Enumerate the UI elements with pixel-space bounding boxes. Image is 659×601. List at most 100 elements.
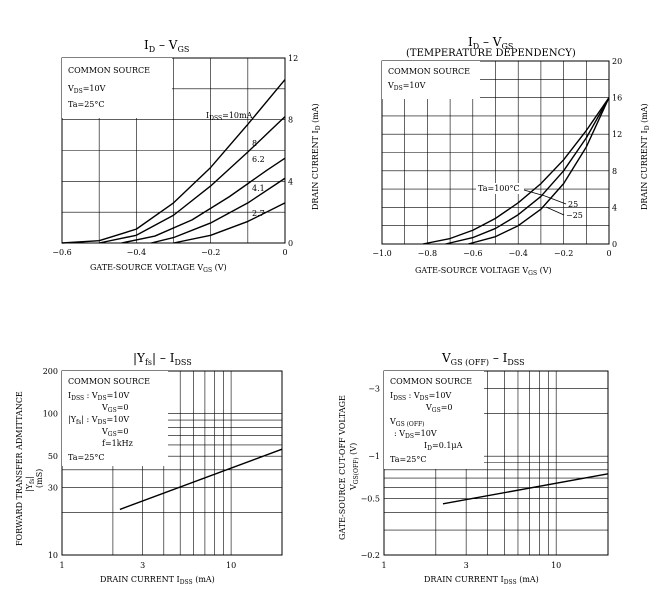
y-axis-title: GATE-SOURCE CUT-OFF VOLTAGE VGS(OFF) (V) bbox=[338, 395, 360, 540]
series-label: 6.2 bbox=[252, 155, 265, 164]
y-tick-label: 4 bbox=[288, 177, 293, 186]
x-tick-label: −0.6 bbox=[463, 249, 482, 258]
chart-title: VGS (OFF) – IDSS bbox=[441, 351, 525, 367]
series-label: Ta=100°C bbox=[478, 184, 520, 193]
x-tick-label: −0.2 bbox=[554, 249, 573, 258]
chart-title-main: VGS (OFF) – IDSS bbox=[441, 351, 525, 367]
x-axis-label: GATE-SOURCE VOLTAGE VGS (V) bbox=[90, 263, 227, 274]
x-axis-title: DRAIN CURRENT IDSS (mA) bbox=[424, 575, 539, 586]
series-labels: Ta=100°C 25 −25 bbox=[476, 183, 583, 220]
condition-line: COMMON SOURCE bbox=[390, 377, 472, 386]
x-axis-label: DRAIN CURRENT IDSS (mA) bbox=[424, 575, 539, 586]
series-line bbox=[119, 448, 283, 511]
series-line bbox=[151, 177, 286, 244]
condition-line: VGS (OFF) bbox=[389, 417, 425, 428]
series-labels: IDSS=10mA 8 6.2 4.1 2.7 bbox=[206, 111, 265, 218]
y-axis-title: DRAIN CURRENT ID (mA) bbox=[640, 103, 651, 210]
condition-line: : VDS=10V bbox=[394, 429, 437, 440]
x-tick-label: −0.2 bbox=[201, 248, 220, 257]
series-label: 2.7 bbox=[252, 209, 265, 218]
y-axis-title: FORWARD TRANSFER ADMITTANCE |Yfs| (mS) bbox=[15, 391, 44, 546]
x-tick-label: 0 bbox=[282, 248, 287, 257]
condition-line: IDSS : VDS=10V bbox=[390, 391, 451, 402]
y-axis-label: |Yfs| bbox=[25, 476, 36, 492]
x-tick-label: 0 bbox=[606, 249, 611, 258]
conditions-box: COMMON SOURCE IDSS : VDS=10V VGS=0 VGS (… bbox=[384, 371, 484, 469]
series-label: IDSS=10mA bbox=[206, 111, 253, 122]
y-tick-label: 30 bbox=[48, 484, 58, 493]
y-tick-label: 10 bbox=[48, 551, 58, 560]
condition-line: f=1kHz bbox=[102, 439, 133, 448]
condition-line: Ta=25°C bbox=[68, 453, 105, 462]
x-tick-label: 1 bbox=[59, 561, 64, 570]
x-axis-title: GATE-SOURCE VOLTAGE VGS (V) bbox=[415, 266, 552, 277]
series-label: 8 bbox=[252, 139, 257, 148]
condition-line: |Yfs| : VDS=10V bbox=[68, 415, 129, 426]
y-tick-label: 12 bbox=[612, 130, 622, 139]
condition-line: Ta=25°C bbox=[68, 100, 105, 109]
series-pointer bbox=[544, 195, 567, 205]
series-line bbox=[121, 157, 286, 244]
y-tick-label: 0 bbox=[612, 240, 617, 249]
y-tick-label: −1 bbox=[368, 452, 380, 461]
series-line bbox=[468, 97, 610, 245]
series-line bbox=[99, 116, 286, 244]
x-tick-label: −0.6 bbox=[52, 248, 71, 257]
y-axis-label: GATE-SOURCE CUT-OFF VOLTAGE bbox=[338, 395, 347, 540]
x-tick-label: 10 bbox=[551, 561, 561, 570]
x-tick-label: 3 bbox=[464, 561, 469, 570]
x-tick-label: −0.4 bbox=[127, 248, 146, 257]
series-label: 4.1 bbox=[252, 184, 265, 193]
y-tick-label: 0 bbox=[288, 239, 293, 248]
condition-line: COMMON SOURCE bbox=[68, 377, 150, 386]
y-tick-label: 100 bbox=[43, 410, 58, 419]
y-tick-label: 8 bbox=[612, 167, 617, 176]
condition-line: VDS=10V bbox=[387, 81, 426, 92]
series-line bbox=[422, 97, 610, 245]
y-tick-label: 200 bbox=[43, 367, 58, 376]
chart-title: ID – VGS bbox=[144, 38, 189, 54]
y-tick-label: 8 bbox=[288, 116, 293, 125]
plot-frame bbox=[381, 60, 610, 245]
plot-area-1: −0.6 −0.4 −0.2 00 4 8 12 bbox=[52, 54, 298, 257]
y-axis-label: DRAIN CURRENT ID (mA) bbox=[640, 103, 651, 210]
x-tick-label: 10 bbox=[226, 561, 236, 570]
series-line bbox=[442, 473, 609, 505]
series-line bbox=[61, 79, 286, 244]
condition-line: ID=0.1μA bbox=[424, 441, 463, 452]
conditions-box: COMMON SOURCE IDSS : VDS=10V VGS=0 |Yfs|… bbox=[62, 371, 168, 466]
y-axis-label: FORWARD TRANSFER ADMITTANCE bbox=[15, 391, 24, 546]
y-tick-label: 16 bbox=[612, 94, 622, 103]
y-tick-label: 50 bbox=[48, 452, 58, 461]
x-tick-label: −0.4 bbox=[508, 249, 527, 258]
x-axis-label: DRAIN CURRENT IDSS (mA) bbox=[100, 575, 215, 586]
x-tick-label: 1 bbox=[381, 561, 386, 570]
y-axis-label: VGS(OFF) (V) bbox=[349, 443, 360, 491]
condition-line: VGS=0 bbox=[101, 427, 128, 438]
chart-title-main: ID – VGS bbox=[144, 38, 189, 54]
y-tick-label: −3 bbox=[368, 385, 380, 394]
y-axis-label: DRAIN CURRENT ID (mA) bbox=[311, 103, 322, 210]
chart-title: ID – VGS (TEMPERATURE DEPENDENCY) bbox=[406, 35, 576, 59]
condition-line: IDSS : VDS=10V bbox=[68, 391, 129, 402]
series-label: 25 bbox=[568, 200, 578, 209]
series-line bbox=[445, 97, 610, 245]
x-axis-title: GATE-SOURCE VOLTAGE VGS (V) bbox=[90, 263, 227, 274]
condition-line: VDS=10V bbox=[67, 84, 106, 95]
condition-line: VGS=0 bbox=[425, 403, 452, 414]
series-pointer bbox=[523, 189, 546, 197]
chart-title-main: |Yfs| – IDSS bbox=[133, 351, 192, 367]
chart-subtitle: (TEMPERATURE DEPENDENCY) bbox=[406, 48, 576, 59]
condition-line: Ta=25°C bbox=[390, 455, 427, 464]
conditions-box: COMMON SOURCE VDS=10V bbox=[382, 61, 480, 99]
condition-line: VGS=0 bbox=[101, 403, 128, 414]
y-tick-label: 12 bbox=[288, 54, 298, 63]
series-line bbox=[173, 202, 286, 244]
condition-line: COMMON SOURCE bbox=[68, 66, 150, 75]
series-label-bg bbox=[476, 183, 524, 194]
x-tick-label: −1.0 bbox=[372, 249, 391, 258]
y-tick-label: −0.5 bbox=[361, 495, 380, 504]
x-axis-label: GATE-SOURCE VOLTAGE VGS (V) bbox=[415, 266, 552, 277]
